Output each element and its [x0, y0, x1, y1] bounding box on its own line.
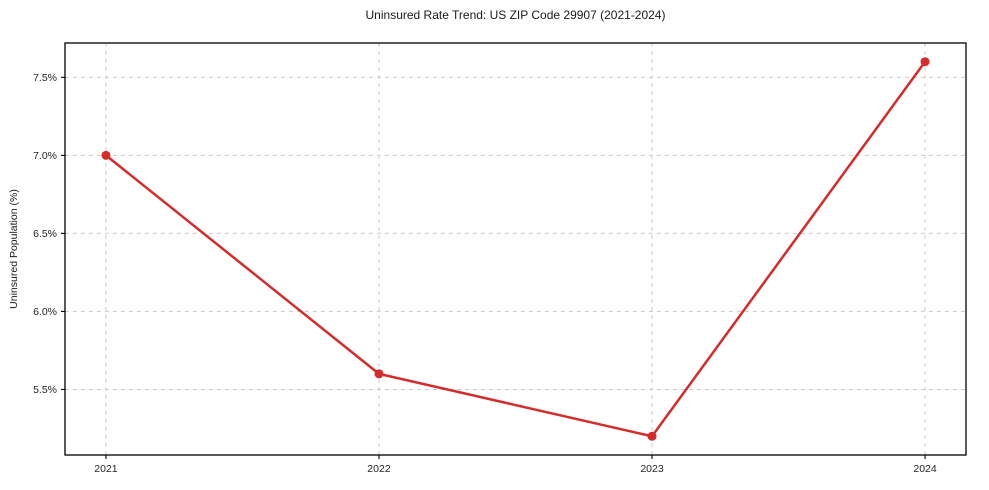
x-tick-label: 2023	[640, 463, 664, 475]
data-point-2024	[920, 57, 930, 67]
y-tick-label: 6.5%	[33, 228, 57, 240]
y-tick-label: 7.5%	[33, 72, 57, 84]
chart-title: Uninsured Rate Trend: US ZIP Code 29907 …	[365, 8, 666, 22]
y-tick-label: 5.5%	[33, 384, 57, 396]
y-tick-label: 6.0%	[33, 306, 57, 318]
x-tick-label: 2021	[94, 463, 118, 475]
trend-line	[104, 60, 927, 438]
y-tick-label: 7.0%	[33, 150, 57, 162]
x-tick-label: 2024	[913, 463, 937, 475]
data-point-2022	[374, 369, 384, 379]
x-tick-label: 2022	[367, 463, 391, 475]
plot-border	[64, 42, 967, 456]
data-point-2023	[647, 431, 657, 441]
data-point-2021	[101, 150, 111, 160]
